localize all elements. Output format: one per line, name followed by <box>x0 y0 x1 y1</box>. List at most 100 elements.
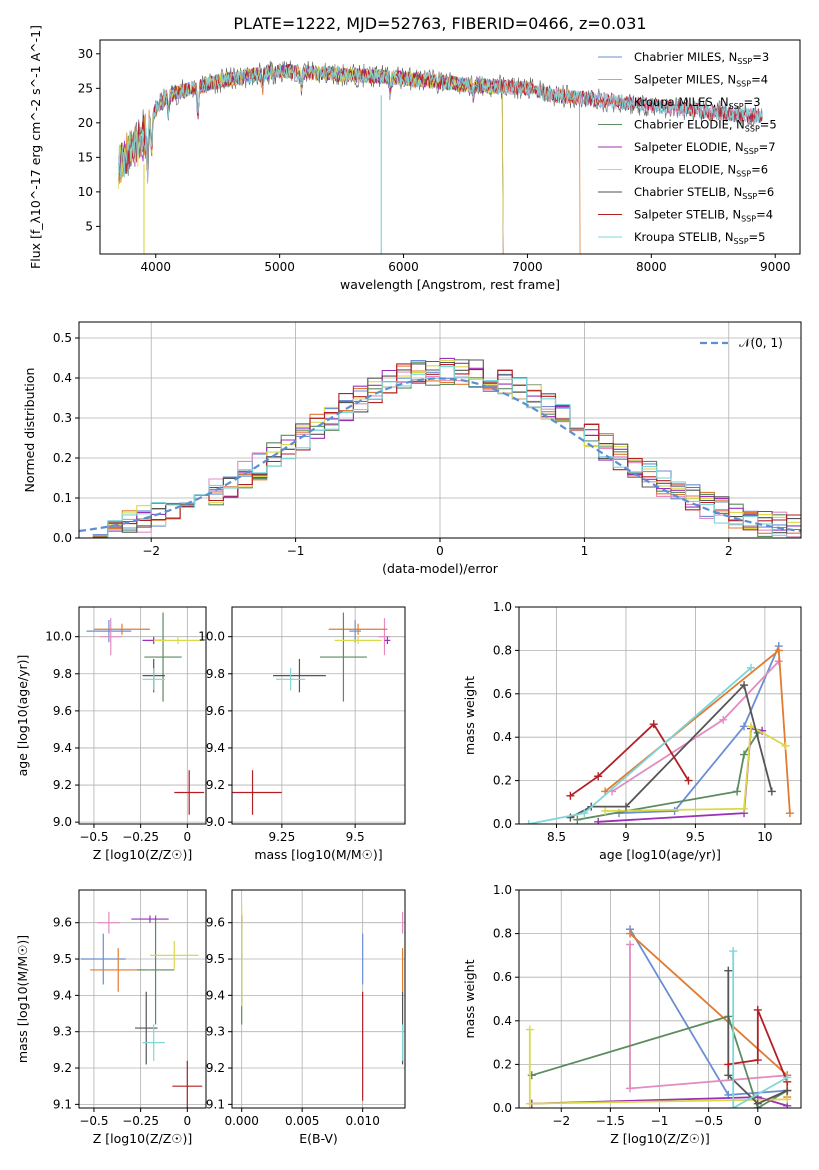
legend-nssp-value: 4 <box>761 73 768 87</box>
x-tick-label: −0.25 <box>122 1114 159 1128</box>
axes-frame <box>231 606 406 825</box>
weight-marker <box>774 646 783 655</box>
histogram-salpeter-stelib <box>79 363 801 538</box>
legend-label: Salpeter MILES, NSSP=4 <box>634 73 768 89</box>
x-tick-label: −1.5 <box>596 1114 625 1128</box>
legend-nssp-sub: SSP <box>742 192 757 201</box>
x-axis-label: wavelength [Angstrom, rest frame] <box>340 277 560 292</box>
x-axis-label: (data-model)/error <box>382 561 499 576</box>
weight-marker <box>670 806 679 815</box>
weight-marker <box>525 1025 534 1034</box>
normal-curve <box>79 377 801 533</box>
legend-nssp-sub: SSP <box>729 102 744 111</box>
legend-nssp-value: 6 <box>761 163 768 177</box>
legend-name: Chabrier MILES <box>634 50 721 64</box>
legend-nssp-value: 3 <box>762 50 769 64</box>
legend-nssp-sub: SSP <box>736 80 751 89</box>
y-tick-label: 9.3 <box>206 1025 225 1039</box>
legend-nssp-prefix: , N <box>729 118 745 132</box>
legend-label: Salpeter STELIB, NSSP=4 <box>634 208 773 224</box>
legend-nssp-prefix: , N <box>720 163 736 177</box>
weight-marker <box>783 1086 792 1095</box>
y-tick-label: 0.6 <box>493 687 512 701</box>
x-axis-label: Z [log10(Z/Z☉)] <box>93 1131 193 1146</box>
plot-area <box>79 357 801 538</box>
weight-line <box>598 727 763 823</box>
figure-title: PLATE=1222, MJD=52763, FIBERID=0466, z=0… <box>233 14 646 33</box>
plot-area <box>241 904 404 1101</box>
y-tick-label: 9.3 <box>53 1025 72 1039</box>
y-tick-label: 0.0 <box>493 1101 512 1115</box>
y-tick-label: 0.2 <box>53 451 72 465</box>
legend-nssp-sub: SSP <box>736 170 751 179</box>
legend-nssp-prefix: , N <box>720 73 736 87</box>
y-tick-label: 0.1 <box>53 491 72 505</box>
weight-marker <box>601 806 610 815</box>
weight-line <box>727 970 788 1105</box>
y-tick-label: 9.1 <box>206 1097 225 1111</box>
x-tick-label: −2 <box>142 544 160 558</box>
y-tick-label: 9.2 <box>53 1061 72 1075</box>
legend-nssp-value: 5 <box>769 118 776 132</box>
y-tick-label: 0.3 <box>53 411 72 425</box>
y-tick-label: 1.0 <box>493 600 512 614</box>
y-tick-label: 10.0 <box>45 630 72 644</box>
legend-label: 𝒩(0, 1) <box>739 336 783 350</box>
weight-line <box>732 951 788 1108</box>
weight-marker <box>594 817 603 824</box>
legend-nssp-prefix: , N <box>713 95 729 109</box>
weight-marker <box>594 772 603 781</box>
plot-area <box>525 925 792 1108</box>
legend: 𝒩(0, 1) <box>700 336 783 350</box>
weight-marker <box>753 1056 762 1065</box>
weight-marker <box>753 1099 762 1108</box>
y-tick-label: 20 <box>78 116 93 130</box>
y-tick-label: 15 <box>78 150 93 164</box>
x-tick-label: 9 <box>622 830 630 844</box>
y-tick-label: 0.2 <box>493 774 512 788</box>
x-tick-label: 9000 <box>760 260 791 274</box>
legend-nssp-eq: = <box>752 50 762 64</box>
x-tick-label: 0.010 <box>345 1114 379 1128</box>
legend-nssp-eq: = <box>744 95 754 109</box>
weight-line <box>577 732 759 821</box>
legend-nssp-eq: = <box>751 73 761 87</box>
y-tick-label: 0.4 <box>493 1014 512 1028</box>
y-axis-label: Flux [f_λ10^-17 erg cm^-2 s^-1 A^-1] <box>28 25 43 269</box>
x-tick-label: 2 <box>725 544 733 558</box>
x-tick-label: 7000 <box>512 260 543 274</box>
plot-area <box>524 642 794 824</box>
plot-area <box>118 60 763 254</box>
axes-frame <box>78 889 207 1109</box>
legend-label: Kroupa ELODIE, NSSP=6 <box>634 163 768 179</box>
x-tick-label: 0 <box>184 830 192 844</box>
legend-name: Kroupa STELIB <box>634 230 718 244</box>
weight-marker <box>740 750 749 759</box>
legend-nssp-sub: SSP <box>745 125 760 134</box>
y-tick-label: 30 <box>78 47 93 61</box>
legend-name: Kroupa ELODIE <box>634 163 720 177</box>
weight-marker <box>781 741 790 750</box>
chart-residuals: −2 −1 0 1 2 0.0 0.1 0.2 0.3 0.4 0.5 (data-model)/er… <box>22 321 802 576</box>
x-tick-label: 6000 <box>388 260 419 274</box>
legend-label: Chabrier STELIB, NSSP=6 <box>634 185 774 201</box>
legend-nssp-sub: SSP <box>737 57 752 66</box>
legend-nssp-eq: = <box>751 163 761 177</box>
y-tick-label: 1.0 <box>493 883 512 897</box>
x-tick-label: −0.5 <box>79 1114 108 1128</box>
legend-nssp-prefix: , N <box>728 140 744 154</box>
axes-frame <box>99 39 801 255</box>
weight-line <box>569 722 690 797</box>
chart-weight-age: 8.5 9 9.5 10 0.0 0.2 0.4 0.6 0.8 1.0 age [log10(ag… <box>462 600 802 862</box>
legend-nssp-sub: SSP <box>744 147 759 156</box>
y-tick-label: 0.8 <box>493 927 512 941</box>
chart-mass-Z: −0.5 −0.25 0 9.1 9.2 9.3 9.4 9.5 9.6 Z [log10(Z/Z… <box>15 889 207 1146</box>
legend-label: Chabrier MILES, NSSP=3 <box>634 50 769 66</box>
legend-nssp-prefix: , N <box>726 185 742 199</box>
x-tick-label: −0.5 <box>694 1114 723 1128</box>
x-axis-label: Z [log10(Z/Z☉)] <box>93 847 193 862</box>
x-tick-label: −0.25 <box>122 830 159 844</box>
y-tick-label: 9.6 <box>206 704 225 718</box>
weight-marker <box>729 947 738 956</box>
legend-name: Chabrier ELODIE <box>634 118 729 132</box>
